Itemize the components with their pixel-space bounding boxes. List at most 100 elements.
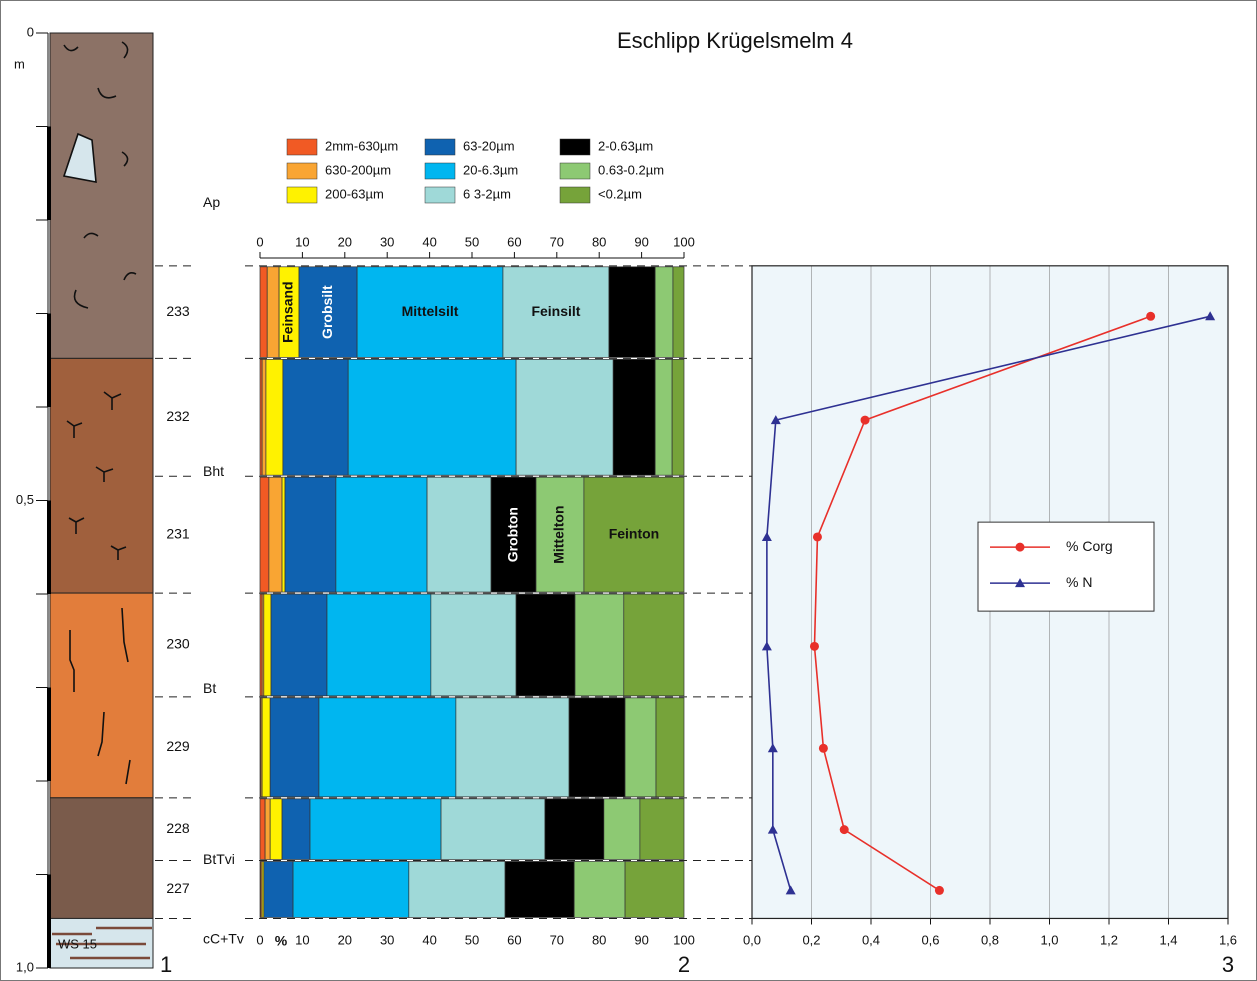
bar-segment <box>640 799 684 860</box>
depth-tick-label: 1,0 <box>16 959 34 974</box>
scale-bar <box>47 314 51 408</box>
scale-bar <box>47 501 51 595</box>
scale-bar <box>47 875 51 969</box>
bar-segment <box>656 698 684 797</box>
bar-segment <box>625 698 656 797</box>
bar-segment <box>441 799 545 860</box>
x-tick-label: 0 <box>256 234 263 249</box>
bar-segment <box>310 799 441 860</box>
category-label: 230 <box>166 636 190 652</box>
bar-segment <box>269 477 282 592</box>
soil-layer <box>50 593 153 798</box>
marker <box>810 642 819 651</box>
legend-swatch <box>560 163 590 179</box>
figure-title: Eschlipp Krügelsmelm 4 <box>617 28 853 53</box>
legend-label: <0.2µm <box>598 186 642 201</box>
x-tick-label: 30 <box>380 932 394 947</box>
bar-segment <box>266 359 283 475</box>
legend-swatch <box>287 163 317 179</box>
category-label: 233 <box>166 303 190 319</box>
x-tick-label: 1,6 <box>1219 932 1237 947</box>
legend-swatch <box>287 187 317 203</box>
category-label: 228 <box>166 820 190 836</box>
depth-unit: m <box>14 56 25 71</box>
legend-swatch <box>425 139 455 155</box>
x-tick-label: 40 <box>422 234 436 249</box>
bar-segment <box>427 477 491 592</box>
segment-label: Feinsand <box>280 281 296 342</box>
x-tick-label: 40 <box>422 932 436 947</box>
bar-segment <box>319 698 456 797</box>
depth-tick-label: 0,5 <box>16 492 34 507</box>
bar-segment <box>545 799 604 860</box>
x-tick-label: 50 <box>465 932 479 947</box>
bar-segment <box>264 594 271 696</box>
marker <box>1016 543 1025 552</box>
legend-swatch <box>425 163 455 179</box>
horizon-label: cC+Tv <box>203 931 244 947</box>
x-tick-label: 1,2 <box>1100 932 1118 947</box>
bar-segment <box>409 861 505 917</box>
bar-segment <box>516 359 613 475</box>
bar-segment <box>270 799 282 860</box>
x-tick-label: 20 <box>338 932 352 947</box>
legend-swatch <box>425 187 455 203</box>
marker <box>861 416 870 425</box>
horizon-label: BtTvi <box>203 851 235 867</box>
bar-segment <box>348 359 516 475</box>
x-tick-label: 0,4 <box>862 932 880 947</box>
legend-label: 2-0.63µm <box>598 138 653 153</box>
bar-segment <box>655 359 672 475</box>
layer-label: WS 15 <box>58 937 97 952</box>
legend-label: % Corg <box>1066 538 1113 554</box>
x-tick-label: 0,6 <box>921 932 939 947</box>
bar-segment <box>265 799 270 860</box>
bar-segment <box>604 799 640 860</box>
x-tick-label: 10 <box>295 932 309 947</box>
figure: Eschlipp Krügelsmelm 4 WS 1500,51,0m1ApB… <box>0 0 1257 981</box>
bar-segment <box>264 861 293 917</box>
legend-label: 0.63-0.2µm <box>598 162 664 177</box>
x-tick-label: 1,4 <box>1159 932 1177 947</box>
legend-label: 2mm-630µm <box>325 138 398 153</box>
bar-segment <box>336 477 427 592</box>
x-tick-label: 0 <box>256 932 263 947</box>
bar-segment <box>282 477 285 592</box>
legend-swatch <box>560 187 590 203</box>
legend-label: 630-200µm <box>325 162 391 177</box>
segment-label: Grobsilt <box>319 285 335 339</box>
x-tick-label: 90 <box>634 234 648 249</box>
bar-segment <box>655 267 673 358</box>
x-tick-label: 90 <box>634 932 648 947</box>
x-axis-label: % <box>275 933 288 949</box>
x-tick-label: 0,8 <box>981 932 999 947</box>
x-tick-label: 10 <box>295 234 309 249</box>
marker <box>1146 312 1155 321</box>
marker <box>935 886 944 895</box>
x-tick-label: 0,0 <box>743 932 761 947</box>
horizon-label: Bt <box>203 680 216 696</box>
depth-tick-label: 0 <box>27 24 34 39</box>
bar-segment <box>673 267 684 358</box>
marker <box>813 532 822 541</box>
segment-label: Feinton <box>609 525 660 541</box>
bar-segment <box>260 477 269 592</box>
bar-segment <box>516 594 575 696</box>
x-tick-label: 60 <box>507 932 521 947</box>
bar-segment <box>574 861 625 917</box>
x-tick-label: 80 <box>592 932 606 947</box>
x-tick-label: 100 <box>673 932 695 947</box>
horizon-label: Bht <box>203 463 224 479</box>
bar-segment <box>613 359 655 475</box>
x-tick-label: 100 <box>673 234 695 249</box>
segment-label: Grobton <box>504 507 520 562</box>
bar-segment <box>267 267 279 358</box>
x-tick-label: 0,2 <box>802 932 820 947</box>
soil-layer <box>50 33 153 358</box>
x-tick-label: 20 <box>338 234 352 249</box>
legend-swatch <box>287 139 317 155</box>
scale-bar <box>47 688 51 782</box>
x-tick-label: 70 <box>550 234 564 249</box>
segment-label: Mittelsilt <box>402 303 459 319</box>
legend-swatch <box>560 139 590 155</box>
